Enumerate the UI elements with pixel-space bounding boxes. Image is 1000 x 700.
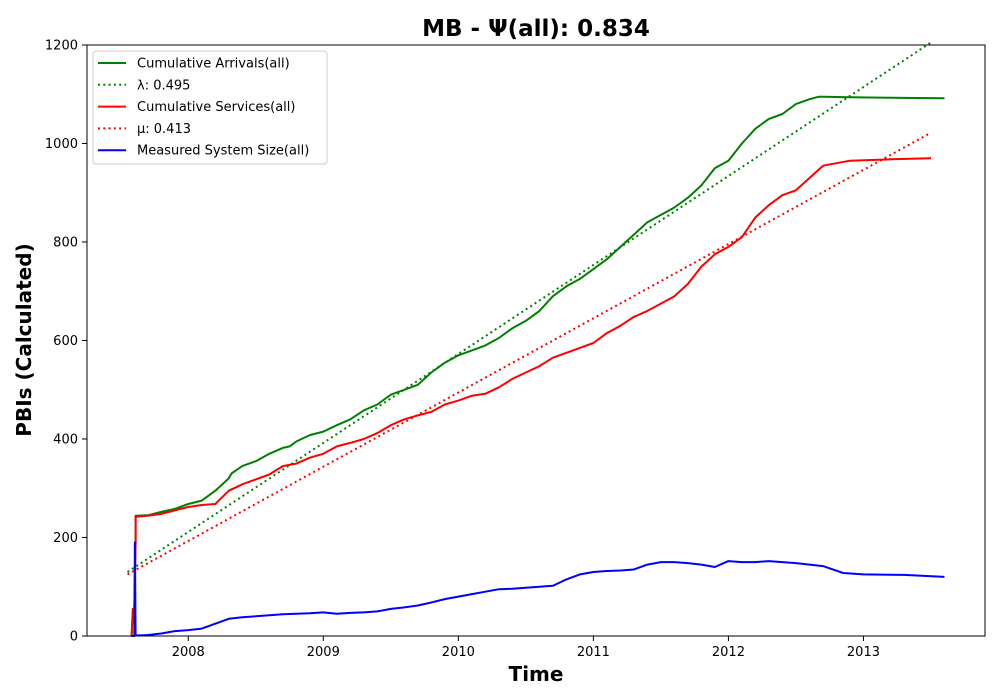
series-line-1: [126, 41, 932, 573]
y-axis: 0 200 400 600 800 1000 1200: [45, 39, 87, 645]
y-tick-label: 400: [53, 433, 78, 448]
x-tick-label: 2010: [442, 645, 475, 660]
legend-label: Measured System Size(all): [137, 144, 309, 159]
y-axis-title: PBIs (Calculated): [12, 243, 36, 436]
series-line-2: [130, 157, 932, 637]
legend: Cumulative Arrivals(all) λ: 0.495 Cumulati…: [92, 50, 328, 165]
series-line-4: [131, 541, 945, 637]
x-axis-title: Time: [509, 662, 564, 686]
y-tick-label: 600: [53, 334, 78, 349]
x-tick-label: 2011: [577, 645, 610, 660]
y-tick-label: 1200: [45, 39, 78, 54]
legend-label: μ: 0.413: [137, 122, 191, 137]
chart-title: MB - Ψ(all): 0.834: [422, 16, 650, 42]
x-tick-label: 2012: [712, 645, 745, 660]
x-tick-label: 2008: [172, 645, 205, 660]
y-tick-label: 800: [53, 236, 78, 251]
y-tick-label: 200: [53, 531, 78, 546]
x-tick-label: 2013: [847, 645, 880, 660]
legend-label: Cumulative Arrivals(all): [137, 57, 290, 72]
legend-box: [92, 50, 328, 165]
series-line-3: [127, 131, 932, 576]
x-tick-label: 2009: [307, 645, 340, 660]
legend-label: λ: 0.495: [137, 78, 190, 93]
plot-area: [126, 41, 945, 637]
y-tick-label: 0: [70, 630, 78, 645]
y-tick-label: 1000: [45, 137, 78, 152]
legend-label: Cumulative Services(all): [137, 100, 295, 115]
x-axis: 2008 2009 2010 2011 2012 2013: [172, 636, 880, 660]
